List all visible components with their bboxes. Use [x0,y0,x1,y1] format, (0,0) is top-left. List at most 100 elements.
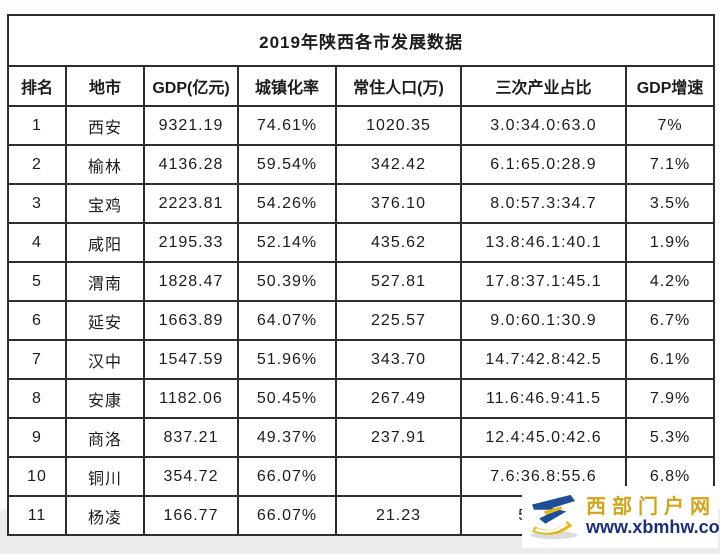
table-cell: 342.42 [335,144,462,185]
table-cell: 商洛 [65,417,145,458]
table-cell: 榆林 [65,144,145,185]
table-cell: 3 [7,183,67,224]
table-cell: 66.07% [237,495,337,536]
table-cell: 2195.33 [143,222,239,263]
table-cell: 13.8:46.1:40.1 [460,222,627,263]
table-cell: 安康 [65,378,145,419]
table-cell: 3.0:34.0:63.0 [460,105,627,146]
column-header: 城镇化率 [237,65,337,107]
column-header: 三次产业占比 [460,65,627,107]
table-row: 8 安康 1182.06 50.45% 267.49 11.6:46.9:41.5 7.9% [7,378,716,419]
table-row: 9 商洛 837.21 49.37% 237.91 12.4:45.0:42.6 5.3% [7,417,716,458]
column-header: GDP(亿元) [143,65,239,107]
table-cell: 14.7:42.8:42.5 [460,339,627,380]
column-header: 地市 [65,65,145,107]
table-cell: 宝鸡 [65,183,145,224]
table-cell: 1.9% [624,222,716,263]
table-cell: 8.0:57.3:34.7 [460,183,627,224]
table-cell: 1182.06 [143,378,239,419]
table-cell: 9321.19 [143,105,239,146]
table-cell: 343.70 [335,339,462,380]
table-cell: 7.9% [624,378,716,419]
table-cell: 435.62 [335,222,462,263]
table-cell: 8 [7,378,67,419]
table-cell: 54.26% [237,183,337,224]
table-cell: 9.0:60.1:30.9 [460,300,627,341]
table-cell: 7 [7,339,67,380]
table-cell: 4.2% [624,261,716,302]
table-cell: 527.81 [335,261,462,302]
table-cell: 7.1% [624,144,716,185]
column-header: GDP增速 [624,65,716,107]
table-cell [335,456,462,497]
table-cell: 237.91 [335,417,462,458]
table-cell: 59.54% [237,144,337,185]
table-cell: 66.07% [237,456,337,497]
table-cell: 21.23 [335,495,462,536]
table-cell: 74.61% [237,105,337,146]
table-cell: 9 [7,417,67,458]
table-cell: 6 [7,300,67,341]
table-cell: 166.77 [143,495,239,536]
table-cell: 6.1:65.0:28.9 [460,144,627,185]
table-cell: 4 [7,222,67,263]
table-cell: 5 [7,261,67,302]
table-row: 5 渭南 1828.47 50.39% 527.81 17.8:37.1:45.1 4.2% [7,261,716,302]
table-title: 2019年陕西各市发展数据 [6,14,716,67]
watermark-site-url: www.xbmhw.com [586,517,720,538]
table-cell: 64.07% [237,300,337,341]
table-cell: 6.1% [624,339,716,380]
table-row: 1 西安 9321.19 74.61% 1020.35 3.0:34.0:63.0 7% [7,105,716,146]
table-cell: 汉中 [65,339,145,380]
table-cell: 咸阳 [65,222,145,263]
table-cell: 354.72 [143,456,239,497]
table-row: 10 铜川 354.72 66.07% 7.6:36.8:55.6 6.8% [7,456,716,497]
table-cell: 西安 [65,105,145,146]
table-row: 4 咸阳 2195.33 52.14% 435.62 13.8:46.1:40.1 1.9% [7,222,716,263]
table-cell: 17.8:37.1:45.1 [460,261,627,302]
table-row: 3 宝鸡 2223.81 54.26% 376.10 8.0:57.3:34.7 3.5% [7,183,716,224]
table-cell: 2 [7,144,67,185]
table-cell: 1663.89 [143,300,239,341]
xbmhw-logo-icon [526,489,582,546]
table-cell: 1020.35 [335,105,462,146]
gdp-data-table: 2019年陕西各市发展数据 排名 地市 GDP(亿元) 城镇化率 常住人口(万) 三次产业… [6,14,716,536]
table-cell: 2223.81 [143,183,239,224]
table-cell: 7% [624,105,716,146]
table-cell: 51.96% [237,339,337,380]
table-row: 6 延安 1663.89 64.07% 225.57 9.0:60.1:30.9 6.7% [7,300,716,341]
table-cell: 11 [7,495,67,536]
header-row: 排名 地市 GDP(亿元) 城镇化率 常住人口(万) 三次产业占比 GDP增速 [7,65,716,107]
table-cell: 376.10 [335,183,462,224]
table-row: 7 汉中 1547.59 51.96% 343.70 14.7:42.8:42.5 6.1% [7,339,716,380]
title-row: 2019年陕西各市发展数据 [6,14,716,67]
table-cell: 6.7% [624,300,716,341]
table-cell: 4136.28 [143,144,239,185]
watermark: 西部门户网 www.xbmhw.com [522,486,720,548]
table-cell: 267.49 [335,378,462,419]
column-header: 常住人口(万) [335,65,462,107]
table-cell: 50.45% [237,378,337,419]
table-cell: 10 [7,456,67,497]
table-cell: 12.4:45.0:42.6 [460,417,627,458]
column-header: 排名 [7,65,67,107]
table-cell: 225.57 [335,300,462,341]
table-cell: 52.14% [237,222,337,263]
table-cell: 渭南 [65,261,145,302]
table-cell: 5.3% [624,417,716,458]
table-cell: 延安 [65,300,145,341]
table-cell: 11.6:46.9:41.5 [460,378,627,419]
table-cell: 837.21 [143,417,239,458]
table-row: 2 榆林 4136.28 59.54% 342.42 6.1:65.0:28.9 7.1% [7,144,716,185]
table-cell: 3.5% [624,183,716,224]
watermark-site-name: 西部门户网 [586,496,716,519]
table-cell: 1547.59 [143,339,239,380]
table-cell: 1 [7,105,67,146]
table-cell: 50.39% [237,261,337,302]
table-cell: 铜川 [65,456,145,497]
table-cell: 1828.47 [143,261,239,302]
table-cell: 杨凌 [65,495,145,536]
watermark-text: 西部门户网 www.xbmhw.com [586,497,720,537]
table-cell: 49.37% [237,417,337,458]
